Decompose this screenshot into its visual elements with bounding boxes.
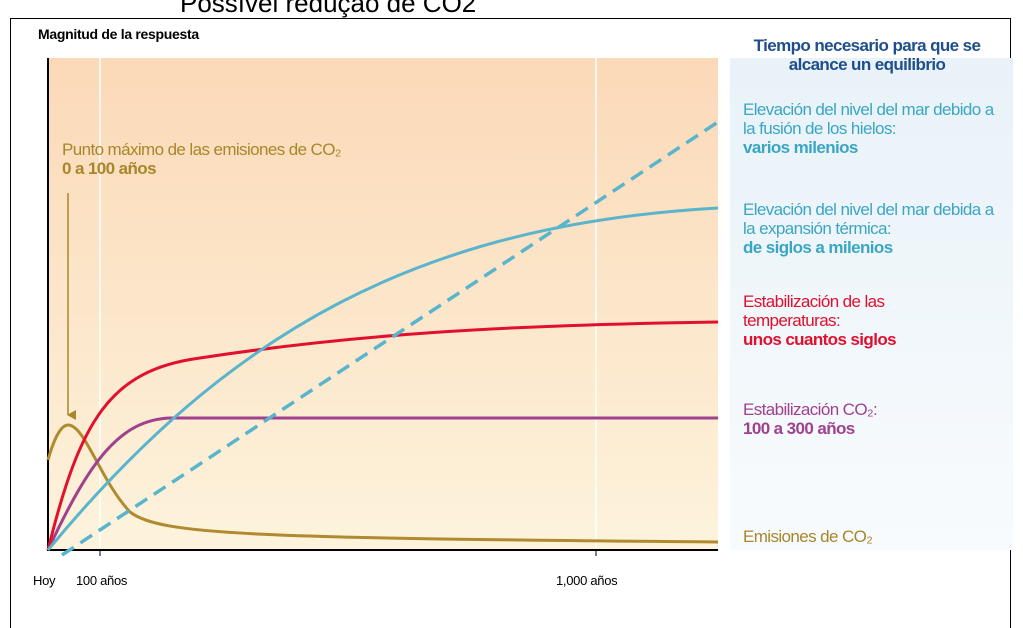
thermal-expansion-curve (46, 206, 719, 551)
legend-item: Emisiones de CO₂ (743, 527, 1008, 546)
co2-curve (46, 416, 718, 551)
legend-duration: de siglos a milenios (743, 238, 893, 257)
legend-duration: unos cuantos siglos (743, 330, 897, 349)
legend-panel (730, 58, 1013, 550)
legend-name: Estabilización de las temperaturas: (743, 292, 885, 330)
legend-name: Emisiones de CO₂ (743, 527, 873, 546)
page-title: Possível redução de CO2 (180, 0, 477, 18)
legend-name: Estabilización CO₂: (743, 400, 878, 419)
legend-item: Elevación del nivel del mar debido a la … (743, 100, 1008, 157)
legend-heading: Tiempo necesario para que se alcance un … (753, 36, 981, 74)
y-axis-label: Magnitud de la respuesta (38, 26, 199, 42)
legend-item: Estabilización de las temperaturas: unos … (743, 292, 943, 349)
annotation: Punto máximo de las emisiones de CO₂ 0 a … (62, 140, 402, 178)
annotation-range: 0 a 100 años (62, 159, 157, 178)
emissions-curve (46, 423, 719, 544)
temperature-curve (46, 320, 719, 551)
legend-duration: varios milenios (743, 138, 858, 157)
legend-name: Elevación del nivel del mar debido a la … (743, 100, 994, 138)
x-label: 100 años (76, 573, 128, 588)
legend-item: Elevación del nivel del mar debida a la … (743, 200, 1008, 257)
legend-item: Estabilización CO₂: 100 a 300 años (743, 400, 1008, 438)
legend-duration: 100 a 300 años (743, 419, 855, 438)
plot-area (48, 58, 718, 550)
legend-name: Elevación del nivel del mar debida a la … (743, 200, 994, 238)
x-label: 1,000 años (556, 573, 618, 588)
annotation-text: Punto máximo de las emisiones de CO₂ (62, 140, 341, 159)
x-label: Hoy (33, 573, 56, 588)
